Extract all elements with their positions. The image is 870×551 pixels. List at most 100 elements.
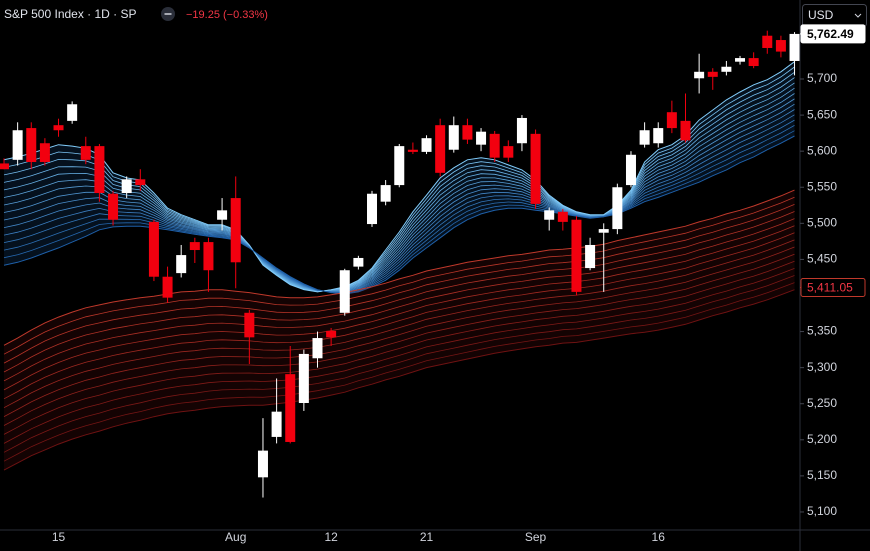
ribbon-stripe bbox=[3, 93, 795, 292]
ribbon-stripe bbox=[3, 87, 795, 292]
y-tick-label: 5,650 bbox=[807, 107, 837, 121]
ribbon-upper bbox=[3, 61, 795, 293]
y-tick-label: 5,700 bbox=[807, 71, 837, 85]
candle-body bbox=[407, 149, 418, 152]
candle-body bbox=[257, 450, 268, 478]
candle-body bbox=[544, 210, 555, 220]
candle-body bbox=[67, 104, 78, 121]
candle-body bbox=[775, 40, 786, 52]
y-tick-label: 5,150 bbox=[807, 468, 837, 482]
candle-body bbox=[653, 128, 664, 144]
candle-body bbox=[326, 330, 337, 338]
candle-body bbox=[625, 154, 636, 186]
ribbon-stripe bbox=[3, 103, 795, 292]
candle-body bbox=[367, 193, 378, 225]
candle-body bbox=[789, 33, 800, 61]
x-tick-label: 12 bbox=[324, 530, 338, 544]
candle-body bbox=[694, 71, 705, 79]
currency-label: USD bbox=[808, 8, 834, 22]
ribbon-stripe bbox=[3, 239, 795, 409]
candle-body bbox=[721, 66, 732, 72]
candle-body bbox=[80, 146, 91, 160]
candle-body bbox=[489, 133, 500, 158]
y-tick-label: 5,350 bbox=[807, 324, 837, 338]
ribbon-stripe bbox=[3, 260, 795, 435]
price-change: −19.25 (−0.33%) bbox=[186, 9, 268, 21]
candle-body bbox=[298, 353, 309, 404]
candle-body bbox=[12, 130, 23, 160]
candle-body bbox=[203, 242, 214, 271]
candle-body bbox=[612, 187, 623, 230]
candle-body bbox=[748, 58, 759, 67]
y-tick-label: 5,100 bbox=[807, 504, 837, 518]
candle-body bbox=[666, 112, 677, 129]
last-price-box bbox=[800, 24, 866, 44]
candle-body bbox=[230, 198, 241, 263]
candle-body bbox=[108, 193, 119, 220]
candle-body bbox=[557, 211, 568, 222]
ribbon-stripe bbox=[3, 268, 795, 444]
candle-body bbox=[121, 179, 132, 194]
candle-body bbox=[176, 255, 187, 274]
ribbon-stripe bbox=[3, 130, 795, 294]
candle-body bbox=[0, 163, 9, 170]
candle-body bbox=[448, 125, 459, 150]
ribbon-lower bbox=[3, 135, 795, 295]
candle-body bbox=[707, 71, 718, 77]
x-tick-label: Sep bbox=[525, 530, 547, 544]
candle-body bbox=[435, 125, 446, 173]
ribbon-stripe bbox=[3, 71, 795, 293]
plot-area bbox=[0, 30, 800, 498]
ribbon-stripe bbox=[3, 196, 795, 355]
candle-body bbox=[26, 128, 37, 162]
y-tick-label: 5,600 bbox=[807, 143, 837, 157]
last-price-label: 5,762.49 bbox=[807, 27, 854, 41]
candle-body bbox=[53, 125, 64, 131]
x-tick-label: 21 bbox=[420, 530, 434, 544]
candle-body bbox=[571, 219, 582, 292]
candle-body bbox=[680, 120, 691, 141]
candle-body bbox=[735, 58, 746, 62]
candle-body bbox=[530, 133, 541, 204]
y-tick-label: 5,250 bbox=[807, 396, 837, 410]
candle-body bbox=[94, 146, 105, 194]
ribbon-lower bbox=[3, 289, 795, 471]
ma-price-label: 5,411.05 bbox=[807, 281, 853, 295]
candle-body bbox=[516, 117, 527, 144]
ribbon-stripe bbox=[3, 98, 795, 292]
candle-body bbox=[585, 244, 596, 269]
ribbon-stripe bbox=[3, 225, 795, 391]
ribbon-upper bbox=[3, 189, 795, 346]
candle-body bbox=[285, 374, 296, 442]
ribbon-stripe bbox=[3, 253, 795, 426]
ribbon-stripe bbox=[3, 114, 795, 293]
y-tick-label: 5,200 bbox=[807, 432, 837, 446]
x-tick-label: 16 bbox=[652, 530, 666, 544]
ribbon-fill bbox=[4, 190, 795, 471]
x-tick-label: Aug bbox=[225, 530, 246, 544]
ribbon-stripe bbox=[3, 282, 795, 462]
ribbon-stripe bbox=[3, 232, 795, 400]
candle-body bbox=[353, 257, 364, 267]
candle-body bbox=[462, 125, 473, 140]
candle-body bbox=[639, 130, 650, 145]
candle-body bbox=[312, 338, 323, 359]
candle-body bbox=[476, 131, 487, 145]
candle-body bbox=[189, 242, 200, 251]
candle-body bbox=[394, 146, 405, 186]
ribbon-stripe bbox=[3, 125, 795, 294]
chart-title: S&P 500 Index · 1D · SP bbox=[4, 7, 137, 21]
ribbon-stripe bbox=[3, 119, 795, 293]
candle-body bbox=[762, 35, 773, 48]
currency-chevron bbox=[854, 13, 862, 18]
ribbon-stripe bbox=[3, 211, 795, 373]
candle-body bbox=[217, 210, 228, 220]
candle-body bbox=[39, 143, 50, 162]
candle-body bbox=[271, 411, 282, 437]
candle-body bbox=[339, 270, 350, 313]
ribbon-stripe bbox=[3, 109, 795, 293]
candle-body bbox=[135, 179, 146, 186]
